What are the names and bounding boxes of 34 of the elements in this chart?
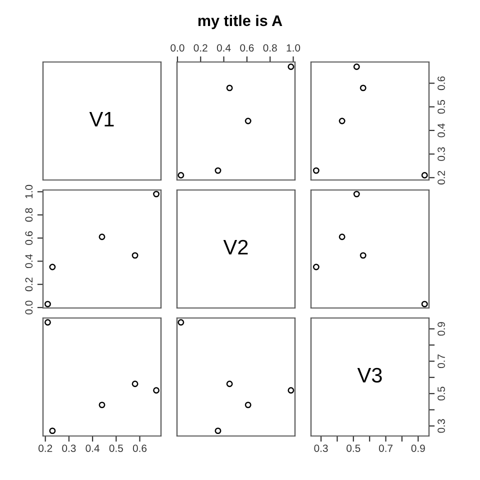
y-tick-label: 0.4 <box>438 124 445 138</box>
y-tick-label: 0.7 <box>438 354 445 368</box>
chart-title: my title is A <box>198 14 282 30</box>
y-tick-label: 0.2 <box>438 170 445 184</box>
x-tick-label: 0.0 <box>170 44 184 52</box>
y-tick-label: 0.6 <box>25 231 33 245</box>
x-tick-label: 0.8 <box>263 44 277 52</box>
x-tick-label: 0.7 <box>378 444 392 452</box>
x-tick-label: 0.5 <box>109 444 123 452</box>
y-tick-label: 0.9 <box>438 322 445 336</box>
y-tick-label: 0.8 <box>25 208 33 222</box>
x-tick-label: 0.5 <box>346 444 360 452</box>
x-tick-label: 0.3 <box>62 444 76 452</box>
y-tick-label: 0.5 <box>438 386 445 400</box>
x-tick-label: 0.4 <box>86 444 100 452</box>
y-tick-label: 0.2 <box>25 278 33 292</box>
annotation: V2 <box>223 240 248 254</box>
y-tick-label: 0.0 <box>25 300 33 314</box>
y-tick-label: 0.5 <box>438 100 445 114</box>
annotation: V1 <box>89 112 114 126</box>
x-tick-label: 0.2 <box>194 44 208 52</box>
x-tick-label: 0.9 <box>411 444 425 452</box>
y-tick-label: 0.3 <box>438 147 445 161</box>
y-tick-label: 0.3 <box>438 419 445 433</box>
y-tick-label: 1.0 <box>25 184 33 198</box>
x-tick-label: 0.6 <box>240 44 254 52</box>
x-tick-label: 0.6 <box>132 444 147 452</box>
x-tick-label: 1.0 <box>286 44 300 52</box>
y-tick-label: 0.4 <box>25 254 33 268</box>
x-tick-label: 0.2 <box>38 444 52 452</box>
y-tick-label: 0.6 <box>438 76 445 90</box>
x-tick-label: 0.4 <box>216 44 231 52</box>
x-tick-label: 0.3 <box>314 444 328 452</box>
annotation: V3 <box>357 368 382 383</box>
